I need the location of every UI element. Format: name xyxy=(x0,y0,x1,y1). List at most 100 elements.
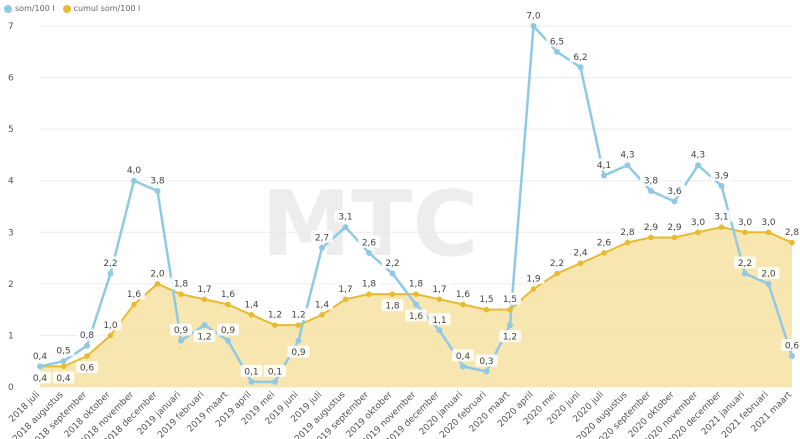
data-label-text: 1,0 xyxy=(103,321,118,331)
point-cumul xyxy=(131,301,137,308)
data-label-bg xyxy=(781,225,800,238)
data-label-bg xyxy=(593,235,615,248)
data-label-bg xyxy=(334,210,357,223)
point-cumul xyxy=(342,296,349,303)
y-tick-label: 3 xyxy=(8,228,14,238)
data-label-bg xyxy=(123,163,145,176)
data-label-cumul: 2,0 xyxy=(146,266,169,279)
data-label-text: 1,7 xyxy=(432,285,446,295)
data-label-som: 1,6 xyxy=(405,309,427,322)
data-label-bg xyxy=(428,313,451,326)
data-label-text: 0,9 xyxy=(291,348,306,358)
data-label-bg xyxy=(170,323,192,336)
data-label-cumul: 1,2 xyxy=(264,308,286,321)
data-label-bg xyxy=(428,282,451,295)
data-label-bg xyxy=(405,309,427,322)
data-label-bg xyxy=(522,272,545,285)
data-label-text: 0,8 xyxy=(80,331,95,341)
point-cumul xyxy=(272,322,278,328)
data-label-cumul: 1,0 xyxy=(99,318,122,331)
point-cumul xyxy=(483,306,490,313)
data-label-som: 0,4 xyxy=(29,349,51,362)
data-label-som: 6,2 xyxy=(569,50,592,63)
data-label-cumul: 1,9 xyxy=(522,272,545,285)
data-label-som: 3,8 xyxy=(640,174,662,187)
data-label-bg xyxy=(569,246,592,259)
data-label-cumul: 1,7 xyxy=(428,282,451,295)
point-som xyxy=(366,249,372,256)
data-label-bg xyxy=(381,256,404,269)
data-label-text: 1,6 xyxy=(409,312,424,322)
data-label-cumul: 0,4 xyxy=(52,371,75,384)
data-label-text: 3,1 xyxy=(338,213,352,223)
data-label-text: 4,3 xyxy=(620,151,634,161)
point-som xyxy=(577,64,584,71)
data-label-text: 1,6 xyxy=(456,290,471,300)
data-label-text: 1,1 xyxy=(432,316,446,326)
data-label-som: 1,2 xyxy=(193,330,216,343)
data-label-text: 2,2 xyxy=(385,259,399,269)
point-cumul xyxy=(366,291,372,297)
data-label-bg xyxy=(29,371,51,384)
point-cumul xyxy=(530,286,537,292)
point-cumul xyxy=(718,224,725,230)
point-som xyxy=(601,172,607,179)
data-label-bg xyxy=(52,344,75,357)
legend-item-som[interactable]: som/100 l xyxy=(4,4,55,13)
data-label-text: 1,8 xyxy=(174,280,189,290)
data-label-text: 1,6 xyxy=(221,290,236,300)
data-label-bg xyxy=(475,354,498,367)
point-cumul xyxy=(695,229,701,236)
data-label-text: 1,4 xyxy=(315,300,330,310)
data-label-text: 3,0 xyxy=(691,218,706,228)
data-label-text: 1,9 xyxy=(526,275,541,285)
point-som xyxy=(225,337,231,344)
point-cumul xyxy=(389,291,396,297)
data-label-bg xyxy=(569,50,592,63)
data-label-bg xyxy=(663,184,686,197)
data-label-som: 3,1 xyxy=(334,210,357,223)
data-label-cumul: 1,4 xyxy=(311,297,333,310)
data-label-som: 0,6 xyxy=(781,339,800,352)
data-label-bg xyxy=(546,34,568,47)
point-som xyxy=(178,337,184,344)
point-cumul xyxy=(648,234,654,241)
point-som xyxy=(483,368,490,375)
point-cumul xyxy=(436,296,443,303)
point-cumul xyxy=(601,250,607,256)
data-label-bg xyxy=(499,330,521,343)
data-label-bg xyxy=(475,292,498,305)
data-label-bg xyxy=(99,318,122,331)
point-cumul xyxy=(107,332,114,339)
y-tick-label: 2 xyxy=(8,280,14,290)
data-label-bg xyxy=(193,282,216,295)
point-som xyxy=(37,363,43,370)
data-label-bg xyxy=(781,339,800,352)
point-cumul xyxy=(671,234,678,241)
data-label-text: 1,8 xyxy=(385,302,400,312)
point-som xyxy=(248,378,255,385)
point-som xyxy=(131,177,137,184)
data-label-text: 2,2 xyxy=(550,259,564,269)
data-label-som: 0,9 xyxy=(170,323,192,336)
point-som xyxy=(460,363,466,370)
point-som xyxy=(648,188,654,195)
y-tick-label: 1 xyxy=(8,331,14,341)
point-cumul xyxy=(507,306,513,313)
data-label-som: 4,1 xyxy=(593,158,615,171)
data-label-bg xyxy=(616,225,639,238)
point-som xyxy=(742,270,748,277)
data-label-text: 1,5 xyxy=(503,295,517,305)
legend-item-cumul[interactable]: cumul som/100 l xyxy=(62,4,140,13)
data-label-bg xyxy=(358,235,380,248)
legend-label-som: som/100 l xyxy=(15,4,55,13)
data-label-text: 0,9 xyxy=(174,326,189,336)
data-label-bg xyxy=(452,349,474,362)
data-label-som: 7,0 xyxy=(522,9,545,22)
data-label-bg xyxy=(734,215,756,228)
data-label-cumul: 0,4 xyxy=(29,371,51,384)
data-label-text: 2,7 xyxy=(315,233,329,243)
data-label-som: 0,9 xyxy=(217,323,239,336)
data-label-bg xyxy=(734,256,756,269)
